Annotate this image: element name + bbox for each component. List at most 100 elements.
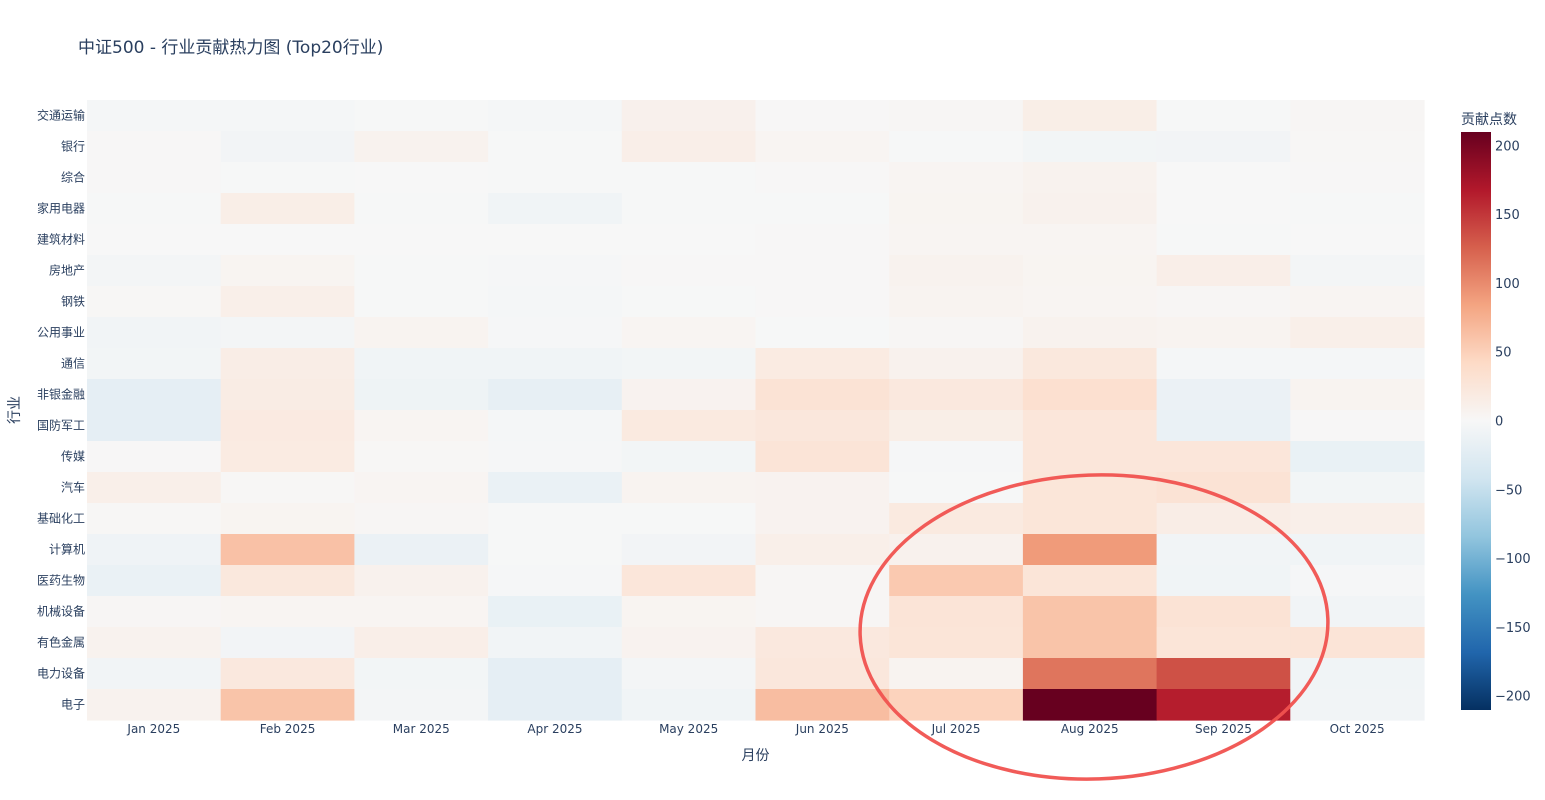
heatmap-cell (354, 162, 489, 194)
heatmap-cell (1156, 658, 1291, 690)
heatmap-cell (1022, 565, 1158, 597)
heatmap-cell (354, 658, 489, 690)
heatmap-cell (889, 162, 1024, 194)
heatmap-cell (220, 689, 355, 721)
heatmap-cell (354, 317, 489, 349)
heatmap-cell (1290, 596, 1425, 628)
heatmap-cell (1290, 565, 1425, 597)
heatmap-cell (354, 193, 489, 225)
x-tick-label: May 2025 (659, 722, 718, 736)
heatmap-cell (621, 627, 757, 659)
heatmap-cell (488, 224, 623, 256)
heatmap-cell (1156, 162, 1291, 194)
heatmap-cell (621, 410, 757, 442)
heatmap-cell (889, 441, 1024, 473)
heatmap-cell (488, 534, 623, 566)
heatmap-cell (621, 565, 757, 597)
heatmap-cell (755, 193, 890, 225)
heatmap-cell (87, 131, 222, 163)
heatmap-cell (621, 472, 757, 504)
heatmap-cell (488, 193, 623, 225)
heatmap-cell (1156, 100, 1291, 132)
heatmap-cell (1290, 317, 1425, 349)
heatmap-cell (1290, 472, 1425, 504)
heatmap-cell (488, 503, 623, 535)
heatmap-cell (220, 534, 355, 566)
heatmap-cell (755, 162, 890, 194)
x-axis-ticks: Jan 2025 Feb 2025 Mar 2025 Apr 2025 May 2025… (126, 722, 1384, 736)
heatmap-cell (354, 131, 489, 163)
heatmap-cell (1022, 193, 1158, 225)
heatmap-cell (755, 100, 890, 132)
heatmap-cell (220, 379, 355, 411)
heatmap-cell (621, 689, 757, 721)
heatmap-cell (1290, 100, 1425, 132)
heatmap-cell (1290, 162, 1425, 194)
heatmap-cell (488, 627, 623, 659)
heatmap-cell (220, 286, 355, 318)
heatmap-cell (488, 596, 623, 628)
heatmap-cell (755, 348, 890, 380)
x-axis-title: 月份 (742, 748, 770, 764)
heatmap-cell (220, 472, 355, 504)
heatmap-cell (1156, 379, 1291, 411)
heatmap-cell (220, 410, 355, 442)
heatmap-cell (889, 596, 1024, 628)
heatmap-cell (889, 348, 1024, 380)
y-tick-label: 医药生物 (37, 574, 85, 588)
heatmap-cell (1156, 193, 1291, 225)
heatmap-cell (755, 410, 890, 442)
heatmap-cell (889, 317, 1024, 349)
heatmap-cell (1290, 441, 1425, 473)
heatmap-cell (354, 379, 489, 411)
heatmap-cell (1290, 410, 1425, 442)
y-tick-label: 有色金属 (37, 635, 85, 650)
heatmap-cell (1022, 286, 1158, 318)
colorbar-tick-label: 200 (1495, 139, 1520, 154)
heatmap-cell (488, 410, 623, 442)
heatmap-cell (87, 503, 222, 535)
heatmap-cell (354, 286, 489, 318)
heatmap-cell (354, 410, 489, 442)
heatmap-cell (1156, 565, 1291, 597)
heatmap-cell (755, 534, 890, 566)
heatmap-cell (488, 317, 623, 349)
heatmap-cell (488, 689, 623, 721)
colorbar-tick-label: −150 (1495, 621, 1531, 636)
heatmap-cell (1156, 596, 1291, 628)
colorbar-title: 贡献点数 (1461, 112, 1517, 128)
heatmap-cell (488, 286, 623, 318)
heatmap-cell (87, 472, 222, 504)
heatmap-cell (889, 565, 1024, 597)
heatmap-cell (354, 255, 489, 287)
heatmap-cell (1290, 224, 1425, 256)
y-tick-label: 钢铁 (61, 295, 85, 309)
y-tick-label: 建筑材料 (37, 232, 85, 247)
heatmap-cell (488, 255, 623, 287)
y-tick-label: 汽车 (61, 480, 85, 495)
heatmap-cell (87, 565, 222, 597)
heatmap-cell (87, 193, 222, 225)
y-tick-label: 房地产 (49, 263, 85, 278)
heatmap-cell (621, 255, 757, 287)
y-tick-label: 综合 (61, 170, 85, 185)
heatmap-cell (87, 627, 222, 659)
heatmap-cell (1022, 441, 1158, 473)
heatmap-cell (1022, 317, 1158, 349)
heatmap-cell (1290, 131, 1425, 163)
heatmap-cell (755, 627, 890, 659)
heatmap-cell (354, 565, 489, 597)
heatmap-cell (889, 193, 1024, 225)
heatmap-cell (220, 162, 355, 194)
heatmap-cell (1290, 348, 1425, 380)
heatmap-cell (1156, 689, 1291, 721)
heatmap-cell (354, 224, 489, 256)
heatmap-cell (488, 565, 623, 597)
heatmap-cell (889, 224, 1024, 256)
heatmap-cell (87, 317, 222, 349)
y-tick-label: 公用事业 (37, 326, 85, 340)
heatmap-cell (488, 441, 623, 473)
heatmap-cell (621, 348, 757, 380)
heatmap-cell (755, 689, 890, 721)
